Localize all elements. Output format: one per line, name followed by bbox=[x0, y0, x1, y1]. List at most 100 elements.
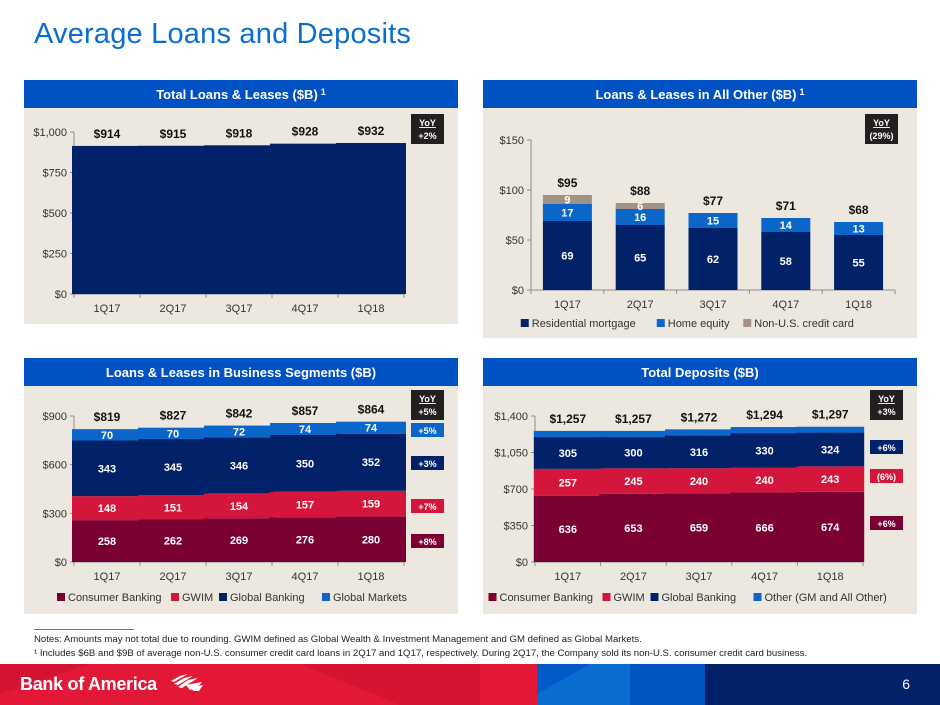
total-label: $914 bbox=[94, 127, 121, 141]
bar-segment-gwim bbox=[336, 490, 406, 517]
data-label: 16 bbox=[634, 212, 646, 224]
bar-segment-consumer-banking bbox=[599, 493, 668, 562]
data-label: 245 bbox=[624, 476, 642, 488]
bar-segment-total-loans-leases bbox=[72, 145, 142, 294]
total-label: $928 bbox=[292, 125, 319, 139]
data-label: 346 bbox=[230, 460, 248, 472]
total-label: $842 bbox=[226, 407, 253, 421]
legend-label: Consumer Banking bbox=[68, 592, 162, 604]
y-tick-label: $1,050 bbox=[494, 448, 528, 460]
data-label: 659 bbox=[690, 523, 708, 535]
total-label: $71 bbox=[776, 199, 796, 213]
legend-swatch bbox=[650, 593, 659, 601]
yoy-value: +5% bbox=[418, 407, 436, 417]
bar-segment-gwim bbox=[533, 468, 602, 496]
footer-background bbox=[0, 664, 940, 705]
notes-line: Notes: Amounts may not total due to roun… bbox=[34, 634, 642, 645]
data-label: 666 bbox=[755, 522, 773, 534]
bar-segment-other-gm-and-all-other bbox=[796, 426, 865, 433]
x-tick-label: 2Q17 bbox=[627, 299, 654, 311]
yoy-badge: YoY (29%) bbox=[865, 114, 898, 144]
yoy-badge-bg bbox=[411, 390, 444, 420]
total-deposits-panel: Total Deposits ($B) $0 $350 $700 $1,050 $1,4… bbox=[483, 358, 917, 614]
footnote-marker: 1 bbox=[320, 87, 326, 97]
data-label: 240 bbox=[755, 475, 773, 487]
yoy-heading: YoY bbox=[419, 118, 436, 128]
segment-yoy-chip bbox=[870, 516, 903, 530]
data-label: 276 bbox=[296, 535, 314, 547]
segment-yoy-value: (6%) bbox=[877, 472, 896, 482]
bar-segment-consumer-banking bbox=[665, 493, 733, 562]
data-label: 257 bbox=[559, 477, 577, 489]
page-number: 6 bbox=[902, 676, 910, 692]
legend: Residential mortgage Home equity Non-U.S. … bbox=[520, 318, 854, 330]
data-label: 9 bbox=[564, 195, 570, 207]
x-tick-label: 2Q17 bbox=[160, 571, 187, 583]
legend-item-global-banking: Global Banking bbox=[650, 592, 737, 604]
legend-swatch bbox=[322, 593, 330, 601]
panel-title: Total Loans & Leases ($B) bbox=[156, 86, 318, 102]
yoy-value: (29%) bbox=[869, 131, 893, 141]
legend-label: Global Banking bbox=[662, 592, 737, 604]
legend-item-gwim: GWIM bbox=[602, 592, 645, 604]
x-tick-label: 1Q18 bbox=[817, 571, 844, 583]
total-loans-panel: Total Loans & Leases ($B) 1 $0 $250 $500 $7… bbox=[24, 80, 458, 324]
data-label: 636 bbox=[559, 524, 577, 536]
yoy-heading: YoY bbox=[419, 394, 436, 404]
segment-yoy-chip bbox=[411, 456, 444, 470]
segment-yoy-global-markets: +5% bbox=[411, 423, 444, 437]
legend-label: Global Banking bbox=[230, 592, 305, 604]
data-label: 305 bbox=[559, 448, 577, 460]
legend-label: Consumer Banking bbox=[500, 592, 594, 604]
legend-label: GWIM bbox=[614, 592, 645, 604]
legend-swatch bbox=[57, 593, 65, 601]
legend-label: Other (GM and All Other) bbox=[765, 592, 887, 604]
bar-segment-non-u-s-credit-card bbox=[615, 203, 665, 209]
data-label: 69 bbox=[561, 251, 573, 263]
total-deposits-header: Total Deposits ($B) bbox=[483, 358, 917, 386]
x-tick-label: 4Q17 bbox=[292, 303, 319, 315]
x-tick-label: 1Q17 bbox=[554, 299, 581, 311]
data-label: 258 bbox=[98, 536, 116, 548]
data-label: 316 bbox=[690, 447, 708, 459]
data-label: 262 bbox=[164, 536, 182, 548]
bar-segment-global-banking bbox=[270, 434, 340, 492]
segment-yoy-gwim: (6%) bbox=[870, 469, 903, 483]
flag-icon bbox=[170, 674, 203, 691]
data-label: 269 bbox=[230, 535, 248, 547]
yoy-value: +3% bbox=[877, 407, 895, 417]
data-label: 159 bbox=[362, 499, 380, 511]
data-label: 330 bbox=[755, 445, 773, 457]
y-tick-label: $100 bbox=[500, 185, 524, 197]
business-segments-header: Loans & Leases in Business Segments ($B) bbox=[24, 358, 458, 386]
bar-segment-residential-mortgage bbox=[834, 235, 884, 290]
bar-segment-consumer-banking bbox=[533, 495, 602, 562]
bar-segment-global-banking bbox=[599, 437, 668, 469]
legend: Consumer Banking GWIM Global Banking Other … bbox=[488, 592, 887, 604]
legend-item-global-markets: Global Markets bbox=[322, 592, 407, 604]
legend-label: GWIM bbox=[182, 592, 213, 604]
segment-yoy-chip bbox=[411, 423, 444, 437]
bar-segment-global-banking bbox=[796, 432, 865, 467]
yoy-heading: YoY bbox=[873, 118, 890, 128]
x-tick-label: 4Q17 bbox=[772, 299, 799, 311]
total-label: $1,272 bbox=[681, 410, 718, 424]
yoy-badge-bg bbox=[411, 114, 444, 144]
yoy-badge-bg bbox=[865, 114, 898, 144]
x-tick-label: 2Q17 bbox=[160, 303, 187, 315]
bar-segment-global-markets bbox=[72, 429, 142, 441]
yoy-value: +2% bbox=[418, 131, 436, 141]
legend-swatch bbox=[171, 593, 179, 601]
yoy-badge-bg bbox=[870, 390, 903, 420]
all-other-header: Loans & Leases in All Other ($B) 1 bbox=[483, 80, 917, 108]
yoy-badge: YoY +2% bbox=[411, 114, 444, 144]
segment-yoy-value: +5% bbox=[418, 426, 436, 436]
x-tick-label: 1Q18 bbox=[358, 571, 385, 583]
bar-segment-residential-mortgage bbox=[761, 232, 811, 290]
x-tick-label: 3Q17 bbox=[226, 303, 253, 315]
panel-title: Total Deposits ($B) bbox=[641, 364, 759, 380]
total-label: $932 bbox=[358, 124, 385, 138]
bar-segment-other-gm-and-all-other bbox=[599, 430, 668, 438]
data-label: 243 bbox=[821, 474, 839, 486]
segment-yoy-chip bbox=[411, 499, 444, 513]
